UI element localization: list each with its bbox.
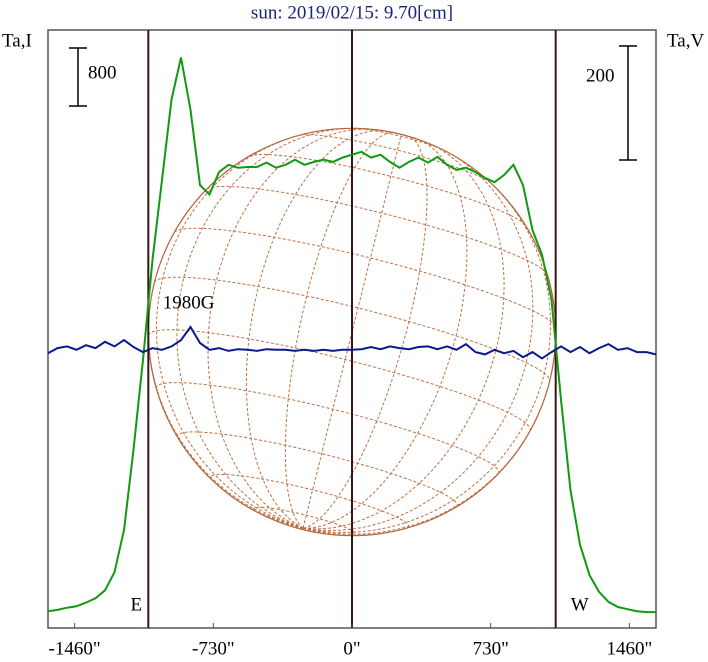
chart-title: sun: 2019/02/15: 9.70[cm] [251, 2, 453, 23]
disk-grid-line [303, 150, 534, 532]
disk-grid-line [249, 154, 526, 226]
disk-grid-line [355, 127, 445, 151]
disk-grid-line [245, 130, 386, 529]
scale-bar-label: 200 [586, 65, 615, 86]
limb-label: E [131, 594, 143, 615]
y-axis-label: Ta,I [2, 30, 32, 51]
disk-grid-line [302, 527, 309, 532]
x-tick-label: 1460" [607, 638, 653, 659]
scale-bar [69, 47, 87, 107]
disk-grid-line [303, 138, 468, 529]
limb-label: W [571, 594, 589, 615]
scale-bar [619, 45, 637, 161]
disk-grid-line [228, 493, 304, 529]
disk-grid-line [206, 185, 548, 275]
disk-grid-line [299, 134, 491, 184]
disk-grid-line [155, 382, 500, 475]
x-tick-label: 0" [343, 638, 360, 659]
disk-grid-line [153, 276, 551, 382]
disk-grid-line [210, 474, 409, 529]
disk-grid-line [176, 127, 356, 529]
disk-grid-line [253, 506, 357, 537]
disk-grid-line [302, 136, 428, 529]
disk-grid-line [147, 329, 531, 431]
disk-grid-line [207, 128, 372, 529]
data-line [47, 325, 657, 360]
disk-grid-line [303, 175, 552, 534]
disk-grid-line [173, 227, 557, 328]
x-tick-label: -730" [192, 638, 235, 659]
data-line [47, 57, 656, 614]
disk-grid-line [284, 132, 394, 529]
y2-axis-label: Ta,V [667, 30, 704, 51]
x-tick-label: -1460" [49, 638, 101, 659]
x-tick-label: 730" [473, 638, 509, 659]
scale-bar-label: 800 [88, 62, 117, 83]
disk-grid-line [302, 134, 402, 529]
disk-grid-line [302, 527, 385, 536]
disk-grid-line [155, 132, 310, 529]
disk-grid-line [302, 527, 325, 535]
annotation: 1980G [163, 292, 215, 313]
disk-grid-line [303, 143, 505, 530]
